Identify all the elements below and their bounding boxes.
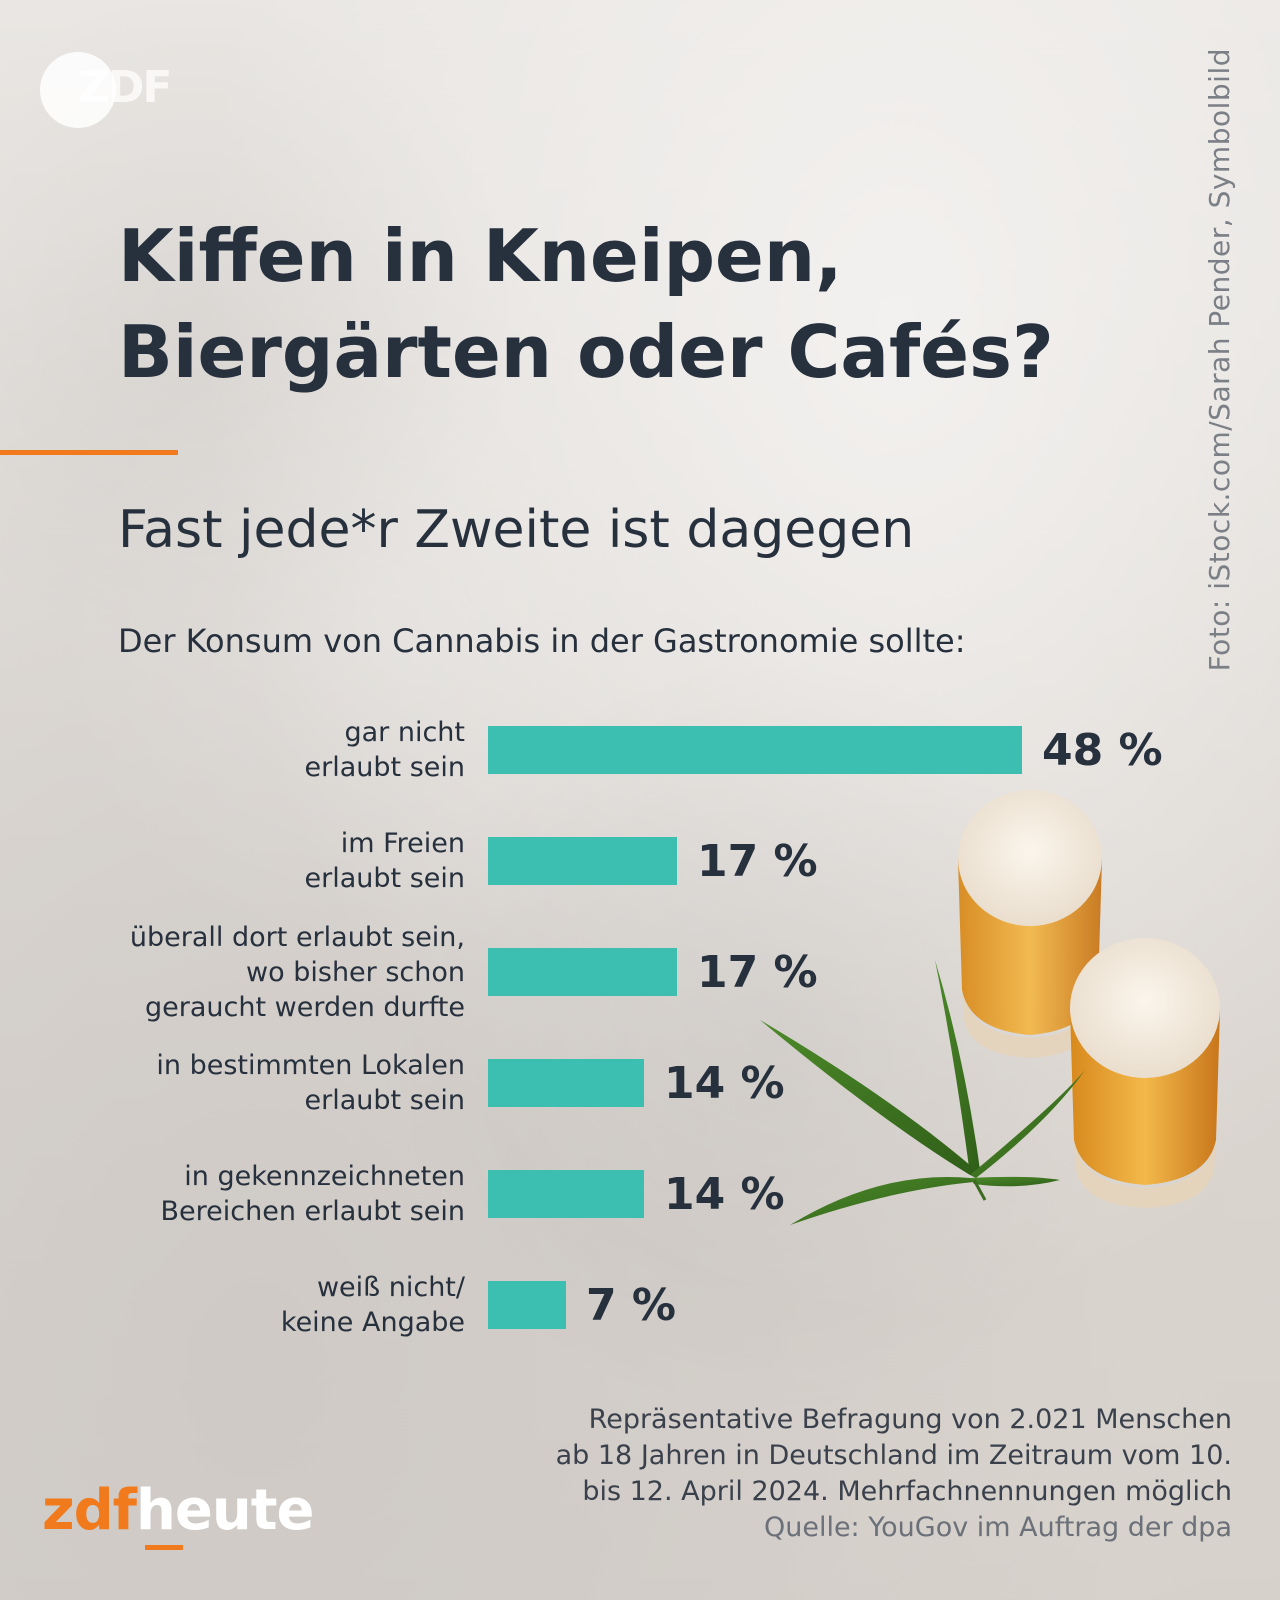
bar-row: überall dort erlaubt sein, wo bisher scho…: [0, 921, 1280, 1023]
bar-label-line: erlaubt sein: [304, 1085, 465, 1116]
bar: [488, 1170, 644, 1218]
bar-label: im Freien erlaubt sein: [25, 811, 465, 911]
brand-underline: [145, 1545, 183, 1550]
bar-label-line: keine Angabe: [280, 1307, 465, 1338]
accent-line: [0, 450, 178, 455]
footnote-source: Quelle: YouGov im Auftrag der dpa: [763, 1512, 1232, 1543]
beer-glass-back: [958, 790, 1102, 1058]
photo-credit: Foto: iStock.com/Sarah Pender, Symbolbil…: [1203, 48, 1236, 672]
bar-row: weiß nicht/keine Angabe 7 %: [0, 1255, 1280, 1355]
bar-label: überall dort erlaubt sein, wo bisher scho…: [25, 921, 465, 1023]
bar-label: in gekennzeichneten Bereichen erlaubt sei…: [25, 1144, 466, 1244]
bar: [488, 837, 677, 885]
zdfheute-logo: zdfheute: [42, 1478, 315, 1543]
bar-value-label: 17 %: [697, 946, 818, 998]
bar-value-label: 14 %: [664, 1057, 785, 1109]
bar-label-line: geraucht werden durfte: [145, 991, 465, 1023]
zdf-logo-text: ZDF: [78, 62, 172, 113]
beer-cannabis-illustration: [760, 790, 1220, 1225]
bar-value-label: 14 %: [664, 1168, 785, 1220]
bar-label-line: erlaubt sein: [304, 863, 465, 894]
bar-label-line: weiß nicht/: [316, 1272, 465, 1303]
bar-label-line: gar nicht: [344, 717, 465, 748]
bar-label: in bestimmten Lokalen erlaubt sein: [25, 1033, 465, 1133]
brand-zdf: zdf: [42, 1478, 137, 1543]
bar-label-line: überall dort erlaubt sein,: [129, 921, 465, 953]
footnote-line: ab 18 Jahren in Deutschland im Zeitraum …: [555, 1440, 1232, 1471]
zdf-logo-circle: [40, 52, 116, 128]
chart-title: Kiffen in Kneipen, Biergärten oder Cafés…: [118, 214, 1054, 394]
bar-label-line: in gekennzeichneten: [184, 1161, 465, 1192]
bar-label-line: in bestimmten Lokalen: [156, 1050, 465, 1081]
brand-heute: heute: [136, 1478, 314, 1543]
bar-row: in gekennzeichneten Bereichen erlaubt sei…: [0, 1144, 1280, 1244]
bar: [488, 1281, 566, 1329]
footnote-line: Repräsentative Befragung von 2.021 Mensc…: [588, 1404, 1232, 1435]
bar-label: gar nicht erlaubt sein: [25, 700, 465, 800]
bar-value-label: 48 %: [1042, 724, 1163, 776]
bar-label-line: im Freien: [340, 828, 465, 859]
bar-label: weiß nicht/keine Angabe: [25, 1255, 465, 1355]
survey-question: Der Konsum von Cannabis in der Gastronom…: [118, 622, 966, 660]
bar-value-label: 7 %: [586, 1279, 677, 1331]
chart-subtitle: Fast jede*r Zweite ist dagegen: [118, 500, 915, 560]
bar-label-line: erlaubt sein: [304, 752, 465, 783]
bar: [488, 726, 1022, 774]
bar-row: in bestimmten Lokalen erlaubt sein 14 %: [0, 1033, 1280, 1133]
zdf-logo: ZDF: [40, 40, 172, 128]
bar-label-line: wo bisher schon: [246, 956, 465, 988]
bar: [488, 1059, 644, 1107]
footnote-line: bis 12. April 2024. Mehrfachnennungen mö…: [582, 1476, 1232, 1507]
cannabis-leaf: [760, 960, 1085, 1225]
footnote: Repräsentative Befragung von 2.021 Mensc…: [556, 1402, 1232, 1546]
bar-label-line: Bereichen erlaubt sein: [160, 1196, 466, 1227]
bar: [488, 948, 677, 996]
beer-glass-front: [1070, 938, 1220, 1208]
bar-value-label: 17 %: [697, 835, 818, 887]
bar-row: gar nicht erlaubt sein 48 %: [0, 700, 1280, 800]
bar-row: im Freien erlaubt sein 17 %: [0, 811, 1280, 911]
